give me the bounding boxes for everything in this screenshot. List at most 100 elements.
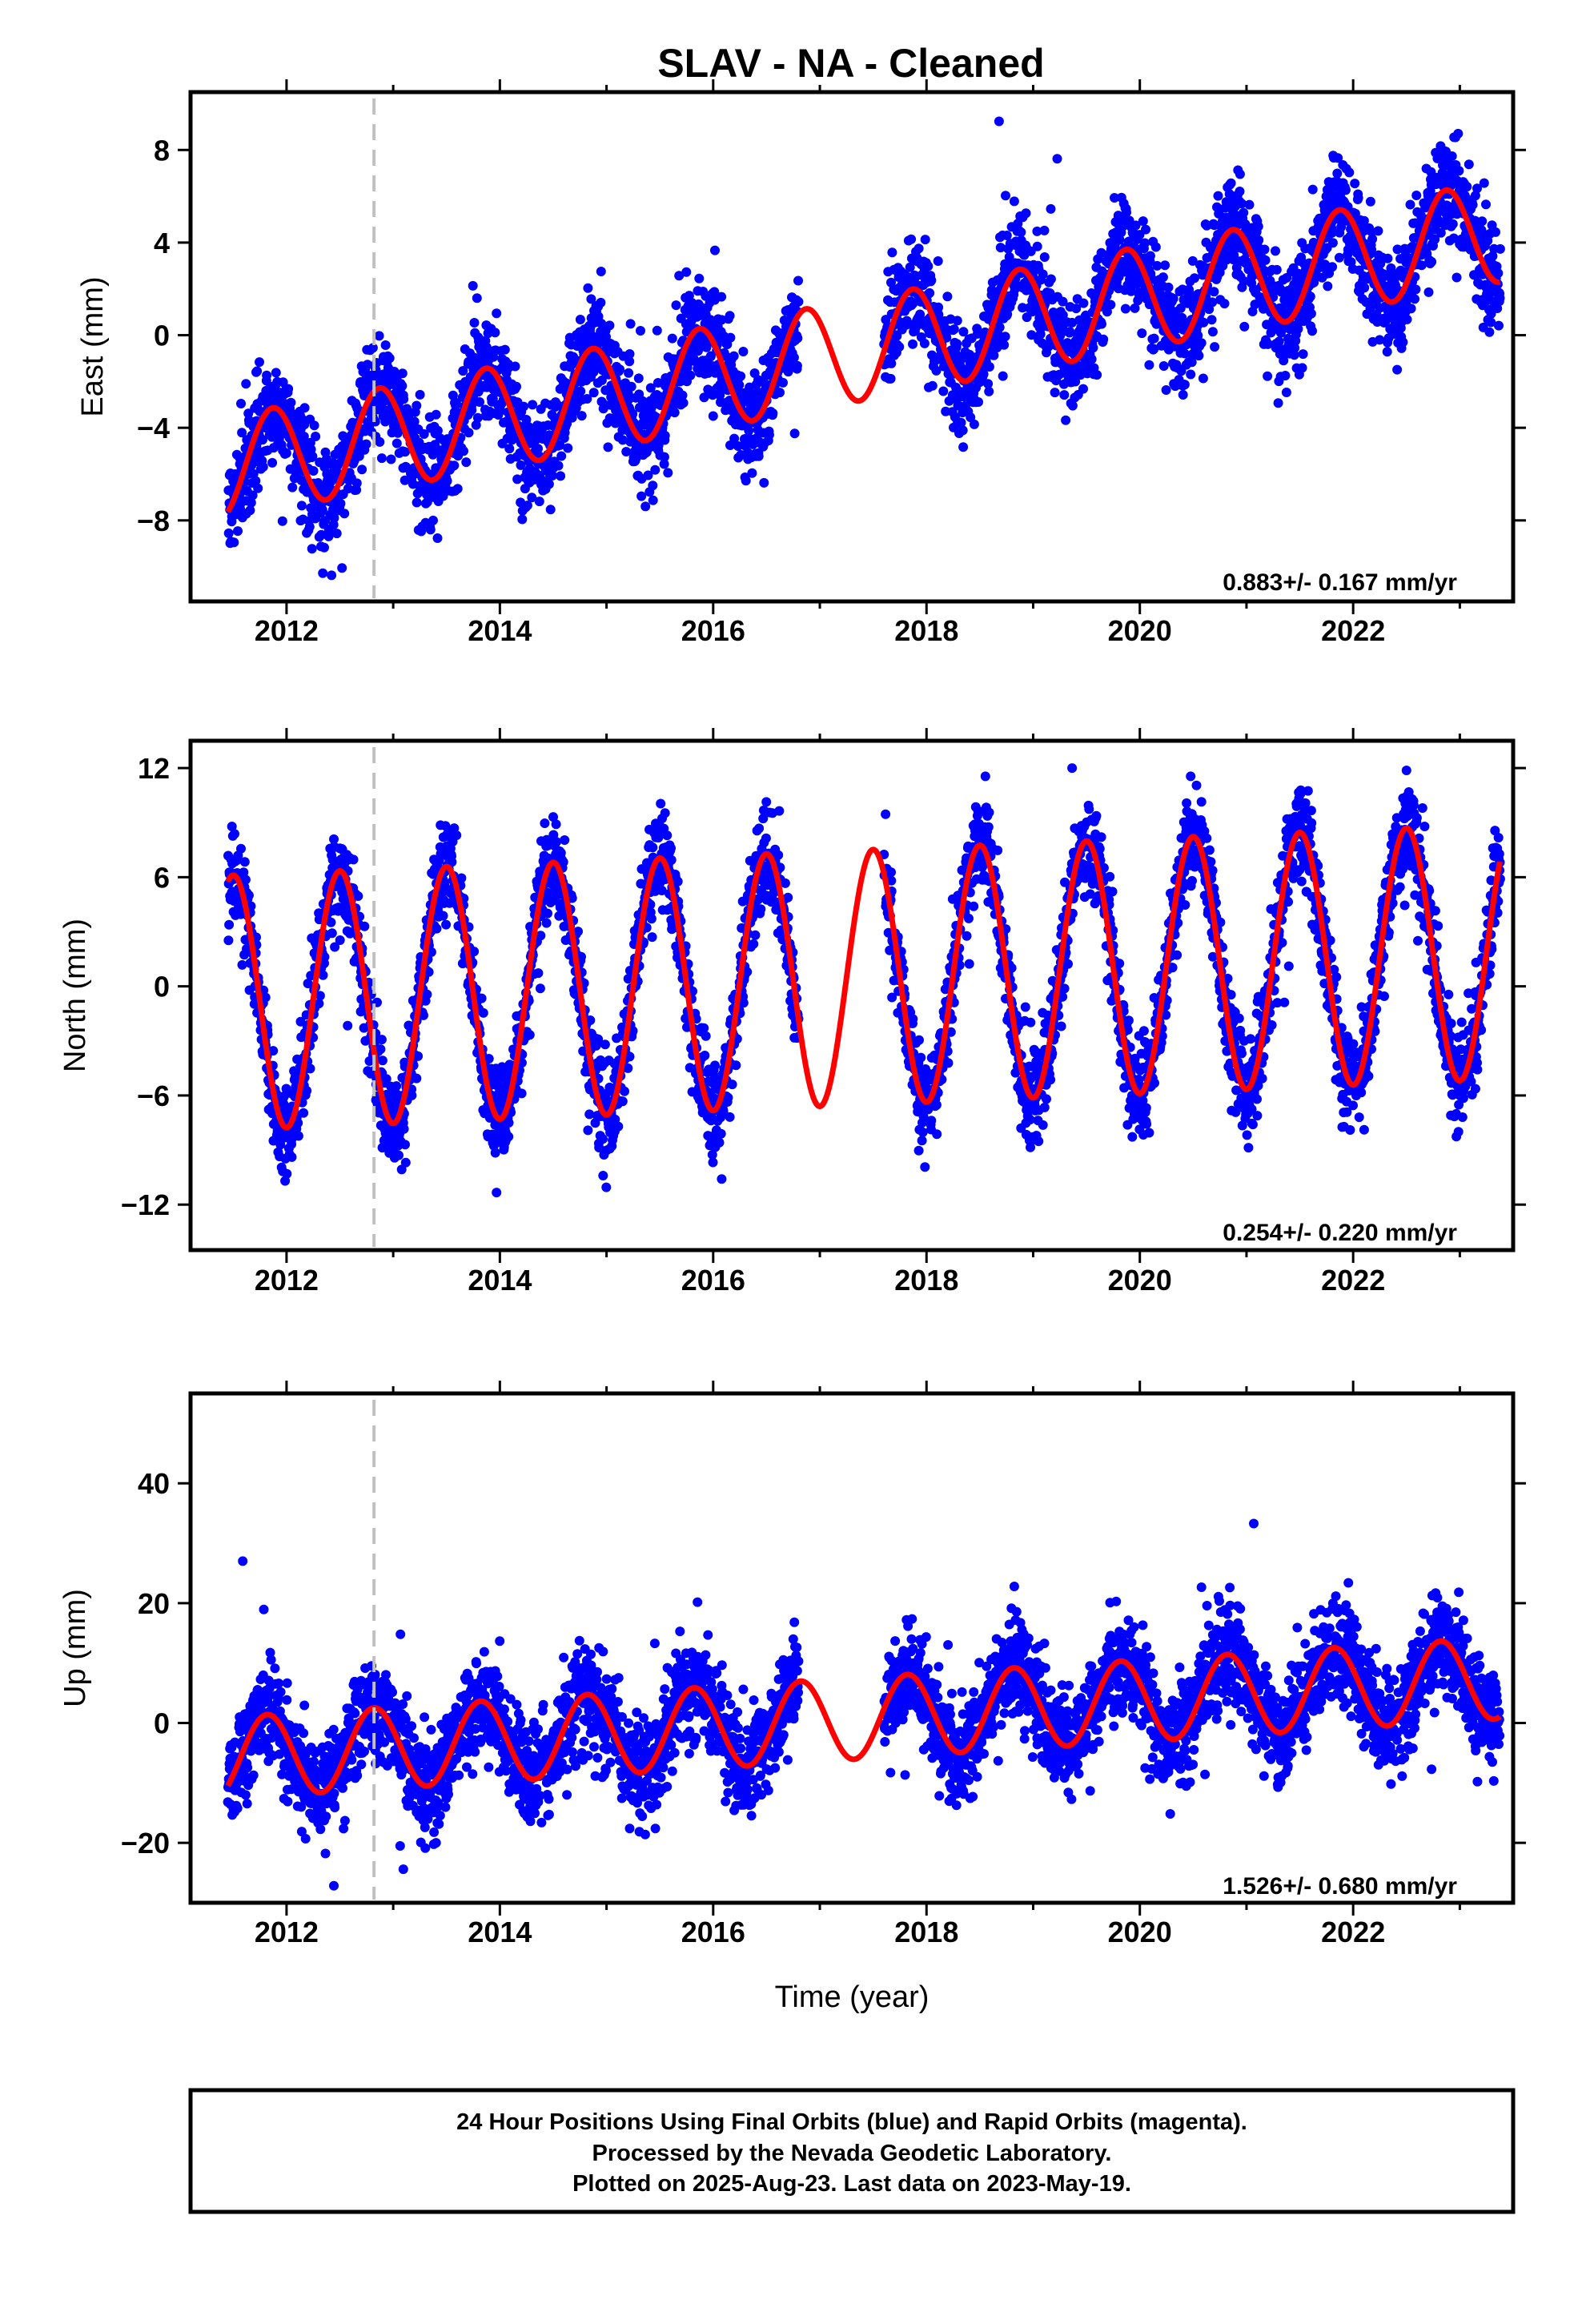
data-point: [1392, 364, 1403, 375]
data-point: [1344, 167, 1355, 178]
y-axis-label-east: East (mm): [76, 276, 110, 416]
data-point: [323, 531, 334, 541]
data-point: [1271, 264, 1282, 275]
data-point: [775, 388, 785, 398]
data-point: [640, 501, 651, 512]
data-point: [293, 1131, 303, 1141]
data-point: [1494, 320, 1504, 331]
data-point: [1052, 154, 1062, 164]
data-point: [377, 1055, 387, 1066]
data-point: [472, 293, 482, 304]
data-point: [1138, 216, 1148, 227]
data-point: [633, 373, 644, 384]
data-point: [906, 234, 917, 244]
data-point: [994, 322, 1005, 332]
data-point: [1039, 252, 1050, 262]
y-tick-label: 8: [154, 134, 170, 167]
data-point: [708, 411, 718, 421]
data-point: [468, 280, 478, 291]
data-point: [1239, 207, 1249, 218]
data-point: [422, 497, 432, 507]
data-point: [1293, 324, 1303, 334]
data-point: [307, 451, 318, 461]
data-point: [1039, 225, 1050, 235]
data-point: [1405, 199, 1415, 210]
data-point: [1423, 287, 1434, 297]
data-point: [1305, 292, 1315, 302]
data-point: [652, 325, 662, 336]
data-point: [1353, 193, 1363, 203]
data-point: [998, 371, 1008, 381]
data-point: [768, 408, 778, 418]
data-point: [974, 397, 983, 407]
data-point: [717, 292, 727, 302]
data-point: [517, 514, 528, 525]
data-point: [240, 875, 251, 885]
data-point: [636, 491, 647, 501]
data-point: [464, 428, 474, 438]
data-point: [1160, 260, 1170, 271]
data-point: [1481, 199, 1491, 210]
data-point: [299, 432, 309, 441]
data-point: [251, 476, 261, 486]
data-point: [490, 328, 500, 338]
data-point: [1186, 369, 1196, 380]
data-point: [252, 366, 263, 376]
data-point: [1447, 219, 1458, 229]
data-point: [575, 315, 585, 324]
y-tick-label: −4: [137, 412, 170, 444]
data-point: [1120, 304, 1130, 314]
data-point: [969, 419, 979, 429]
data-point: [524, 1030, 535, 1040]
data-point: [678, 398, 689, 408]
data-point: [926, 275, 937, 285]
y-tick-label: 4: [154, 227, 170, 259]
data-point: [409, 416, 420, 427]
data-point: [1402, 314, 1412, 324]
data-point: [556, 471, 566, 481]
data-point: [1098, 334, 1109, 344]
data-point: [938, 386, 949, 396]
data-point: [504, 1118, 514, 1128]
data-point: [1210, 342, 1220, 352]
data-point: [588, 388, 599, 398]
data-point: [1479, 178, 1489, 188]
data-point: [449, 460, 460, 471]
data-point: [1454, 166, 1464, 176]
data-point: [1235, 169, 1245, 179]
data-point: [504, 1132, 514, 1142]
data-point: [296, 501, 307, 511]
data-point: [534, 497, 544, 507]
ticks-east: [178, 79, 1526, 614]
data-point: [1406, 304, 1416, 314]
data-point: [1280, 371, 1291, 380]
data-point: [1088, 343, 1098, 353]
x-tick-label: 2014: [468, 614, 532, 647]
data-point: [759, 477, 769, 488]
data-point: [337, 563, 347, 573]
data-point: [1350, 179, 1360, 189]
data-point: [624, 368, 634, 378]
data-point: [1359, 283, 1370, 293]
x-tick-label: 2020: [1108, 614, 1172, 647]
data-point: [545, 505, 556, 515]
data-point: [246, 497, 256, 508]
data-point: [504, 444, 515, 454]
data-point: [375, 436, 385, 447]
data-point: [1298, 349, 1308, 360]
data-point: [1332, 168, 1343, 179]
data-point: [407, 1090, 417, 1100]
data-point: [1078, 298, 1089, 308]
data-point: [304, 521, 315, 532]
data-point: [919, 338, 930, 348]
y-tick-labels-east: 8 4 0 −4 −8: [137, 134, 170, 537]
data-point: [1067, 400, 1078, 411]
data-point: [669, 408, 680, 418]
data-point: [1365, 196, 1375, 207]
data-point: [1411, 191, 1422, 200]
data-point: [685, 370, 696, 380]
data-point: [1046, 203, 1056, 214]
data-point: [241, 379, 251, 389]
data-point: [353, 891, 363, 901]
data-point: [422, 489, 432, 500]
